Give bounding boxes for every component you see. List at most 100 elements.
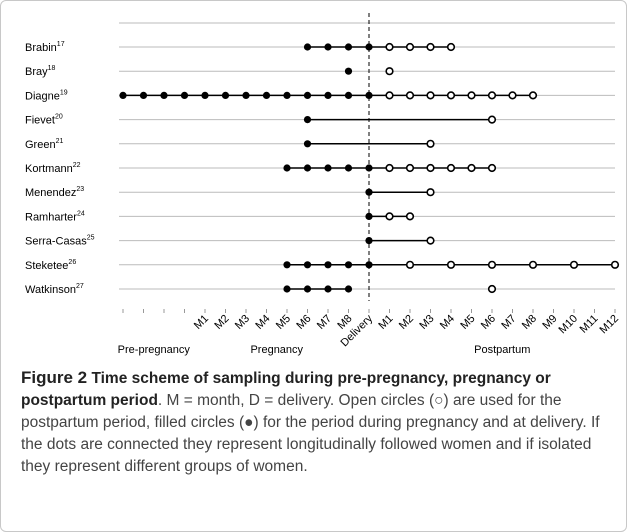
chart: Brabin17 Bray18 Diagne19 Fievet20 Green21 Kor… (25, 13, 621, 356)
open-dot (508, 91, 517, 100)
open-dot (426, 139, 435, 148)
timepoint-label: M6 (479, 313, 498, 332)
open-dot (487, 163, 497, 173)
study-label: Ramharter24 (25, 210, 85, 223)
filled-dot (344, 43, 353, 51)
study-label: Fievet20 (25, 114, 63, 127)
filled-dot (365, 261, 373, 269)
filled-dot (324, 164, 332, 172)
filled-dot (283, 164, 291, 172)
study-ref: 18 (48, 65, 56, 72)
study-name: Diagne (25, 90, 60, 102)
open-dot (569, 260, 579, 269)
open-dot (426, 236, 435, 245)
filled-dot (303, 140, 312, 148)
timepoint-label: M11 (578, 313, 601, 336)
study-label: Menendez23 (25, 186, 84, 199)
study-name: Steketee (25, 260, 68, 272)
filled-dot (344, 91, 353, 99)
open-dot (426, 91, 435, 100)
study-name: Brabin (25, 42, 57, 54)
filled-dot (344, 164, 353, 172)
filled-dot (303, 285, 312, 293)
filled-dot (324, 261, 332, 269)
open-dot (405, 42, 415, 52)
study-label: Kortmann22 (25, 162, 81, 175)
open-dot (487, 260, 497, 269)
open-dot (405, 163, 415, 173)
study-ref: 19 (60, 89, 68, 96)
filled-dot (221, 91, 230, 99)
filled-dot (119, 91, 127, 99)
study-label: Steketee26 (25, 259, 76, 272)
open-dot (405, 260, 415, 269)
caption-title: Time scheme of sampling during pre-pregn… (21, 370, 551, 409)
study-ref: 22 (73, 162, 81, 169)
study-label: Brabin17 (25, 41, 65, 54)
filled-dot (303, 261, 312, 269)
caption: Figure 2 Time scheme of sampling during … (21, 367, 613, 478)
timepoint-label: M10 (556, 313, 580, 337)
study-label: Diagne19 (25, 89, 68, 102)
study-ref: 21 (56, 138, 64, 145)
group-label: Pre-pregnancy (118, 344, 191, 356)
open-dot (426, 163, 435, 173)
open-dot (426, 42, 435, 52)
filled-dot (303, 91, 312, 99)
study-ref: 17 (57, 41, 65, 48)
filled-dot (283, 285, 291, 293)
open-dot (528, 91, 538, 100)
filled-dot (365, 43, 373, 51)
filled-dot (365, 237, 373, 245)
open-dot (405, 91, 415, 100)
filled-dot (242, 91, 250, 99)
open-dot (385, 91, 394, 100)
study-name: Menendez (25, 187, 76, 199)
timepoint-label: M4 (253, 313, 272, 332)
open-dot (467, 163, 476, 173)
timepoint-label: M2 (397, 313, 416, 332)
timepoint-label: M7 (499, 313, 518, 332)
study-label: Green21 (25, 138, 63, 151)
timepoint-label: M3 (233, 313, 252, 332)
open-dot (528, 260, 538, 269)
open-dot (446, 260, 456, 269)
open-dot (385, 212, 394, 221)
timepoint-label: M8 (520, 313, 539, 332)
filled-dot (160, 91, 168, 99)
open-dot (385, 67, 394, 76)
filled-dot (344, 67, 353, 75)
filled-dot (344, 285, 353, 293)
study-label: Serra-Casas25 (25, 235, 95, 248)
timepoint-label: M12 (597, 313, 621, 337)
open-dot (385, 163, 394, 173)
timepoint-label: M5 (274, 313, 293, 332)
open-dot (385, 42, 394, 52)
study-ref: 25 (87, 235, 95, 242)
filled-dot (303, 116, 312, 124)
timepoint-label: M4 (438, 313, 457, 332)
open-dot (446, 42, 456, 52)
filled-dot (324, 285, 332, 293)
filled-dot (201, 91, 209, 99)
study-ref: 26 (68, 259, 76, 266)
open-dot (446, 163, 456, 173)
timepoint-label: M2 (212, 313, 231, 332)
open-dot (426, 188, 435, 197)
filled-dot (324, 91, 332, 99)
caption-label: Figure 2 (21, 368, 88, 387)
timepoint-label: M7 (315, 313, 334, 332)
filled-dot (283, 261, 291, 269)
filled-dot (283, 91, 291, 99)
group-label: Pregnancy (250, 344, 303, 356)
study-ref: 23 (76, 186, 84, 193)
study-label: Bray18 (25, 65, 56, 78)
filled-dot (365, 188, 373, 196)
study-name: Green (25, 139, 56, 151)
study-name: Fievet (25, 115, 55, 127)
filled-dot (180, 91, 189, 99)
group-label: Postpartum (474, 344, 530, 356)
filled-dot (262, 91, 271, 99)
study-ref: 20 (55, 114, 63, 121)
